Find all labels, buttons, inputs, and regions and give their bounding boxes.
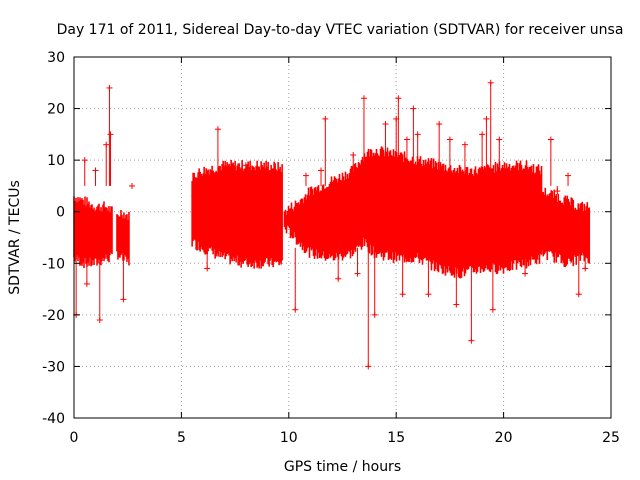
x-tick-label: 0: [70, 430, 79, 446]
data-series: [73, 79, 591, 370]
y-tick-label: -30: [42, 359, 65, 375]
x-tick-label: 5: [177, 430, 186, 446]
x-tick-label: 15: [387, 430, 405, 446]
y-tick-label: -40: [42, 411, 65, 427]
y-tick-label: 10: [47, 153, 65, 169]
y-axis-label: SDTVAR / TECUs: [7, 180, 23, 295]
y-tick-label: 30: [47, 50, 65, 66]
y-tick-label: 20: [47, 102, 65, 118]
x-tick-label: 10: [280, 430, 298, 446]
plot-frame: [73, 56, 612, 419]
y-tick-label: -20: [42, 308, 65, 324]
x-axis-label: GPS time / hours: [284, 459, 401, 475]
x-tick-label: 20: [495, 430, 513, 446]
x-tick-label: 25: [602, 430, 620, 446]
y-tick-label: 0: [56, 205, 65, 221]
chart-title: Day 171 of 2011, Sidereal Day-to-day VTE…: [57, 22, 624, 38]
axis-ticks: 0 5 10 15 20 25 -40 -30 -20 -10 0 10 20 30: [42, 50, 620, 446]
y-tick-label: -10: [42, 256, 65, 272]
